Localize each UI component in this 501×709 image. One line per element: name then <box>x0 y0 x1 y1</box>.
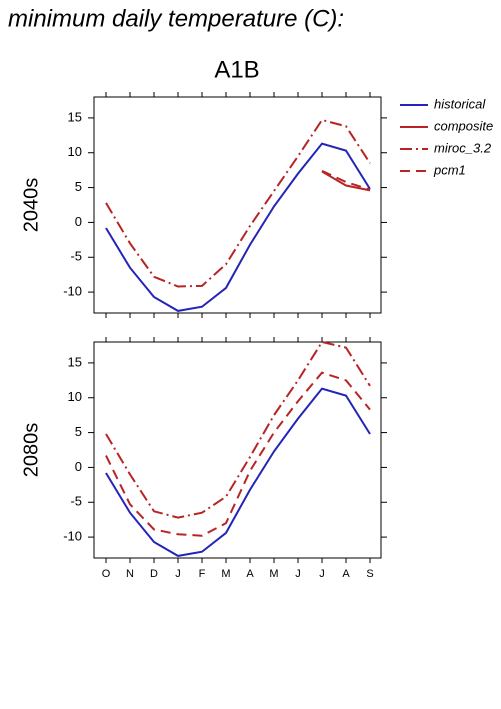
x-tick-label: J <box>175 568 181 580</box>
x-tick-label: N <box>126 568 134 580</box>
series-line <box>321 169 371 191</box>
y-tick-label: 15 <box>68 109 82 124</box>
legend-label: miroc_3.2 <box>434 140 492 155</box>
x-tick-label: S <box>366 568 373 580</box>
y-tick-label: 0 <box>75 459 82 474</box>
x-tick-label: A <box>342 568 350 580</box>
y-tick-label: 0 <box>75 214 82 229</box>
page-title: minimum daily temperature (C): <box>8 5 344 32</box>
x-tick-label: J <box>319 568 325 580</box>
y-tick-label: 5 <box>75 179 82 194</box>
y-tick-label: -5 <box>70 249 82 264</box>
x-tick-label: A <box>246 568 254 580</box>
chart-title: A1B <box>214 56 259 83</box>
y-tick-label: -5 <box>70 494 82 509</box>
y-tick-label: 5 <box>75 424 82 439</box>
plot-frame <box>93 341 382 559</box>
y-tick-label: -10 <box>63 529 82 544</box>
y-tick-label: 15 <box>68 354 82 369</box>
x-tick-label: M <box>269 568 278 580</box>
series-line <box>105 118 371 288</box>
y-tick-label: 10 <box>68 389 82 404</box>
series-line <box>105 340 371 519</box>
series-line <box>105 142 371 312</box>
legend-label: historical <box>434 96 486 111</box>
x-tick-label: D <box>150 568 158 580</box>
plot-frame <box>93 96 382 314</box>
legend-label: composite <box>434 118 493 133</box>
series-line <box>321 170 371 192</box>
legend-label: pcm1 <box>433 162 466 177</box>
y-axis-label: 2040s <box>20 178 42 233</box>
y-tick-label: -10 <box>63 284 82 299</box>
x-tick-label: J <box>295 568 301 580</box>
series-line <box>105 371 371 537</box>
y-axis-label: 2080s <box>20 423 42 478</box>
y-tick-label: 10 <box>68 144 82 159</box>
x-tick-label: M <box>221 568 230 580</box>
series-line <box>105 387 371 557</box>
x-tick-label: F <box>199 568 206 580</box>
x-tick-label: O <box>102 568 111 580</box>
